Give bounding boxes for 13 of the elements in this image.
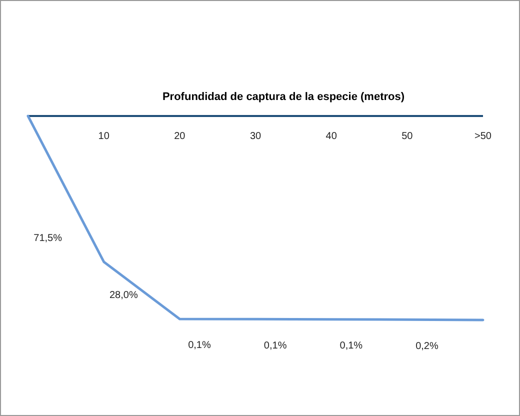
text: 0,1% <box>340 340 363 352</box>
x-tick-label: 20 <box>174 131 186 142</box>
x-tick-label: >50 <box>474 131 492 142</box>
annotation: 71,5% <box>34 232 62 244</box>
text: 0,1% <box>188 340 212 352</box>
x-axis-title: Profundidad de captura de la especie (metros) <box>162 91 405 103</box>
x-tick-label: 30 <box>250 131 262 142</box>
x-tick-label: 10 <box>98 131 110 142</box>
text: 0,2% <box>416 341 439 352</box>
text: 0,1% <box>264 340 287 352</box>
annotation: 28,0% <box>109 290 138 301</box>
x-tick-label: 40 <box>326 131 338 142</box>
x-tick-label: 50 <box>402 131 414 142</box>
